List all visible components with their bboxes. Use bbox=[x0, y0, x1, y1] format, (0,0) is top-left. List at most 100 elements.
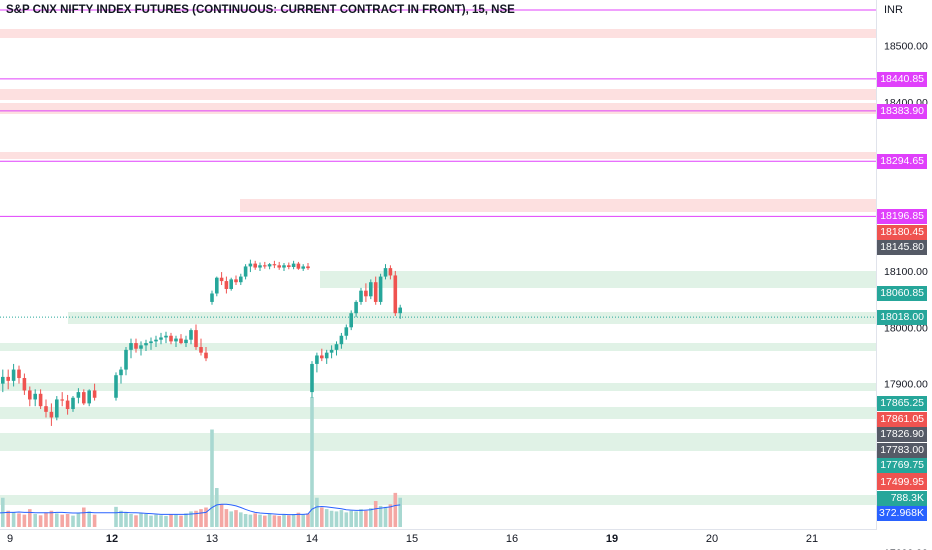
candle-body bbox=[310, 363, 314, 393]
candle-body bbox=[134, 343, 138, 349]
volume-bar bbox=[179, 515, 183, 527]
candle-body bbox=[364, 290, 368, 297]
volume-bar bbox=[234, 510, 238, 527]
volume-bar bbox=[373, 501, 378, 527]
zone-band bbox=[0, 89, 876, 100]
volume-bar bbox=[204, 507, 208, 527]
candle-body bbox=[44, 406, 48, 412]
volume-bar bbox=[76, 512, 81, 527]
zones-layer bbox=[0, 29, 876, 505]
price-label: 17865.25 bbox=[877, 396, 927, 412]
price-label: 17499.95 bbox=[877, 475, 927, 490]
time-axis[interactable]: 9 12 13 14 15 16 19 20 21 bbox=[7, 533, 818, 545]
candle-body bbox=[144, 343, 148, 346]
candle-body bbox=[1, 376, 5, 384]
price-label: 788.3K bbox=[877, 491, 927, 506]
zone-band bbox=[320, 271, 876, 288]
price-tick-label: 17900.00 bbox=[884, 379, 928, 391]
time-tick-label: 21 bbox=[806, 533, 818, 545]
volume-bar bbox=[33, 514, 37, 527]
volume-bar bbox=[324, 509, 329, 527]
time-tick-label: 20 bbox=[706, 533, 718, 545]
zone-band bbox=[0, 383, 876, 391]
zone-band bbox=[0, 152, 876, 159]
candle-body bbox=[65, 400, 70, 410]
candle-body bbox=[369, 282, 373, 297]
price-label: 17861.05 bbox=[877, 411, 927, 427]
zone-band bbox=[0, 103, 876, 114]
candle-body bbox=[6, 376, 10, 381]
candle-body bbox=[60, 399, 64, 401]
candle-body bbox=[28, 390, 32, 400]
price-label: 18294.65 bbox=[877, 154, 927, 170]
time-tick-label: 19 bbox=[606, 533, 618, 545]
volume-bar bbox=[378, 505, 383, 527]
volume-bar bbox=[22, 514, 27, 527]
candle-body bbox=[359, 290, 363, 302]
volume-bar bbox=[174, 514, 178, 527]
volume-bar bbox=[306, 513, 310, 527]
candle-body bbox=[38, 393, 43, 407]
candles-layer bbox=[1, 259, 402, 426]
candle-body bbox=[388, 268, 393, 276]
volume-bar bbox=[364, 510, 368, 527]
candle-body bbox=[114, 375, 118, 398]
candle-body bbox=[76, 392, 81, 398]
volume-bar bbox=[263, 515, 267, 527]
candle-body bbox=[354, 301, 358, 314]
candle-body bbox=[169, 335, 173, 342]
candle-body bbox=[129, 343, 133, 350]
candle-body bbox=[378, 276, 383, 302]
volume-bar bbox=[239, 512, 243, 527]
price-label: 18196.85 bbox=[877, 209, 927, 225]
volume-bar bbox=[65, 514, 70, 527]
volume-bar bbox=[315, 497, 319, 527]
volume-layer bbox=[0, 397, 402, 527]
volume-bar bbox=[60, 514, 64, 527]
candle-body bbox=[229, 279, 233, 289]
candle-body bbox=[164, 335, 168, 338]
candle-body bbox=[287, 265, 291, 267]
volume-bar bbox=[134, 515, 138, 527]
price-label: 18383.90 bbox=[877, 103, 927, 119]
candle-body bbox=[174, 338, 178, 342]
time-tick-label: 13 bbox=[206, 533, 218, 545]
volume-bar bbox=[210, 429, 214, 527]
zone-band bbox=[0, 29, 876, 38]
price-label: 18145.80 bbox=[877, 240, 927, 256]
volume-bar bbox=[296, 512, 301, 527]
candle-body bbox=[184, 339, 188, 344]
volume-bar bbox=[243, 514, 248, 527]
candle-body bbox=[334, 344, 339, 350]
candle-body bbox=[373, 282, 378, 302]
volume-bar bbox=[301, 514, 305, 527]
candle-body bbox=[339, 335, 344, 345]
zone-band bbox=[0, 343, 876, 351]
candle-body bbox=[267, 264, 272, 267]
time-tick-label: 12 bbox=[106, 533, 118, 545]
candle-body bbox=[393, 275, 398, 314]
volume-bar bbox=[344, 512, 349, 527]
volume-bar bbox=[164, 515, 168, 527]
candle-body bbox=[159, 337, 163, 340]
zone-band bbox=[0, 433, 876, 451]
volume-bar bbox=[398, 497, 402, 527]
volume-bar bbox=[82, 507, 86, 527]
volume-bar bbox=[129, 514, 133, 527]
volume-bar bbox=[119, 510, 123, 527]
candle-body bbox=[329, 349, 334, 353]
volume-bar bbox=[219, 504, 224, 527]
volume-bar bbox=[149, 515, 153, 527]
candle-body bbox=[291, 263, 296, 267]
price-axis[interactable]: 18500.0018400.0018100.0018000.0017900.00… bbox=[884, 41, 928, 550]
price-label: 18440.85 bbox=[877, 71, 927, 87]
price-tick-label: 17600.00 bbox=[884, 548, 928, 550]
volume-bar bbox=[139, 513, 143, 527]
volume-bar bbox=[272, 515, 277, 527]
volume-bar bbox=[282, 514, 286, 527]
volume-bar bbox=[11, 512, 16, 527]
volume-bar bbox=[199, 509, 203, 527]
volume-bar bbox=[154, 514, 158, 527]
